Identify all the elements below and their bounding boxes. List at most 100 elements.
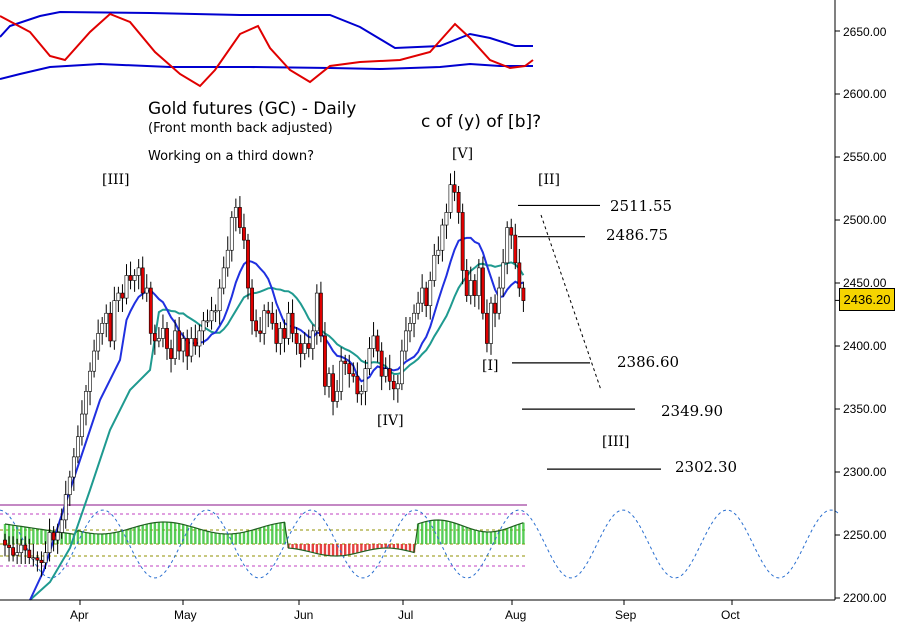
envelope-upper-line (0, 10, 533, 50)
osc-histogram-bar (319, 544, 323, 555)
candle-body (395, 383, 400, 390)
candle-body (367, 348, 372, 369)
osc-histogram-bar (133, 527, 136, 544)
candle-body (286, 312, 291, 339)
osc-histogram-bar (258, 527, 262, 544)
candle-body (505, 227, 510, 264)
candle-body (108, 312, 113, 342)
osc-histogram-bar (165, 522, 169, 544)
osc-histogram-bar (145, 524, 148, 544)
candle-body (120, 292, 125, 299)
level-label-1: 2511.55 (610, 197, 673, 215)
osc-histogram-bar (76, 530, 80, 544)
candle-body (165, 328, 169, 349)
osc-histogram-bar (518, 524, 521, 544)
candle-body (132, 275, 137, 281)
osc-histogram-bar (368, 544, 371, 551)
candle-body (31, 557, 36, 560)
y-tick-label: 2450.00 (843, 276, 887, 290)
candle-body (274, 323, 279, 344)
y-tick-label: 2600.00 (843, 87, 887, 101)
y-tick-label: 2200.00 (843, 591, 887, 605)
candle-body (509, 227, 514, 236)
candle-body (39, 559, 44, 564)
osc-histogram-bar (473, 529, 476, 544)
oscillator-line (0, 12, 534, 88)
wave-label-iii-right: [III] (602, 434, 630, 450)
candle-body (387, 368, 392, 382)
osc-histogram-bar (376, 544, 379, 549)
y-tick-label: 2650.00 (843, 25, 887, 39)
candle-body (416, 302, 421, 314)
osc-histogram-bar (396, 544, 400, 549)
osc-histogram-bar (177, 523, 181, 544)
osc-histogram-bar (360, 544, 363, 552)
osc-histogram-bar (522, 522, 525, 544)
candle-body (96, 333, 101, 352)
x-tick-label: Jun (294, 608, 314, 622)
candle-body (460, 212, 465, 271)
candle-body (331, 373, 335, 402)
candle-body (379, 350, 384, 377)
candle-body (391, 380, 396, 390)
candle-body (88, 370, 92, 392)
osc-histogram-bar (335, 544, 339, 556)
candle-body (128, 275, 133, 281)
candle-body (177, 330, 182, 352)
osc-histogram-bar (80, 531, 84, 544)
osc-histogram-bar (303, 544, 306, 551)
osc-histogram-bar (194, 527, 197, 544)
osc-histogram-bar (497, 530, 501, 544)
osc-histogram-bar (20, 526, 23, 544)
osc-histogram-bar (238, 532, 242, 544)
osc-histogram-bar (457, 524, 460, 544)
candle-body (278, 328, 283, 344)
candle-body (254, 320, 259, 332)
osc-histogram-bar (416, 523, 420, 544)
candle-body (221, 267, 226, 289)
osc-histogram-bar (315, 544, 319, 554)
candle-body (92, 350, 97, 372)
candle-body (339, 360, 344, 392)
osc-histogram-bar (32, 528, 35, 544)
y-tick-label: 2550.00 (843, 150, 887, 164)
candle-body (258, 330, 263, 334)
candle-body (456, 191, 461, 213)
candle-body (363, 368, 368, 392)
candle-body (517, 262, 522, 289)
osc-histogram-bar (384, 544, 387, 549)
osc-histogram-bar (242, 532, 246, 544)
osc-histogram-bar (198, 529, 201, 544)
x-tick-label: Aug (505, 608, 527, 622)
osc-histogram-bar (481, 531, 485, 544)
osc-histogram-bar (449, 521, 452, 544)
candle-body (472, 280, 477, 296)
osc-histogram-bar (339, 544, 343, 556)
osc-histogram-bar (234, 533, 238, 544)
osc-histogram-bar (40, 529, 43, 544)
candle-body (335, 391, 340, 402)
candle-body (189, 338, 194, 357)
osc-histogram-bar (92, 533, 96, 544)
candle-body (55, 532, 60, 541)
wave-label-iii-left: [III] (102, 172, 130, 188)
osc-histogram-bar (36, 528, 39, 544)
osc-histogram-bar (254, 528, 258, 544)
wave-label-ii: [II] (538, 172, 560, 188)
osc-histogram-bar (101, 533, 104, 544)
candle-body (521, 287, 526, 301)
osc-histogram-bar (64, 533, 67, 544)
osc-histogram-bar (246, 531, 250, 544)
osc-histogram-bar (157, 522, 161, 544)
candle-body (71, 456, 76, 478)
candle-body (209, 310, 214, 322)
candle-body (213, 310, 218, 313)
candle-body (327, 373, 331, 387)
candle-body (225, 249, 230, 269)
candle-body (242, 227, 246, 241)
level-label-4: 2349.90 (661, 402, 724, 420)
candle-body (323, 335, 327, 387)
osc-histogram-bar (121, 530, 124, 544)
